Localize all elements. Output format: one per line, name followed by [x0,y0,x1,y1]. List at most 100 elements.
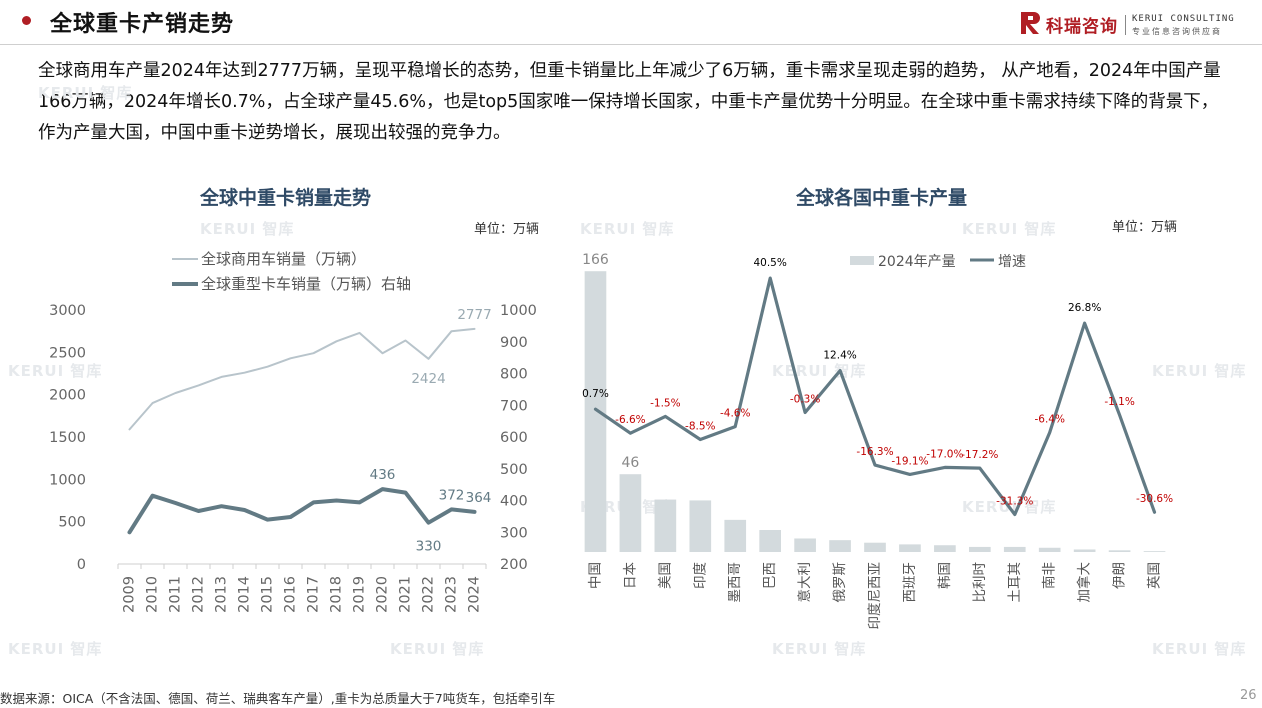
category-label: 南非 [1042,562,1058,589]
left-y-tick-label: 1000 [49,472,86,488]
category-label: 意大利 [796,562,813,603]
logo-text-en: KERUI CONSULTING [1132,14,1235,24]
category-label: 墨西哥 [727,562,743,603]
right-y-tick-label: 1000 [500,303,537,319]
legend-label-1: 全球商用车销量（万辆） [201,250,366,268]
bar-production [968,546,991,552]
left-y-tick-label: 500 [58,515,86,531]
data-label: 372 [439,487,465,503]
bar-production [1038,547,1061,552]
x-tick-label: 2016 [283,576,299,613]
bar-value-label: 166 [582,252,609,268]
chart1-unit: 单位：万辆 [474,222,540,237]
growth-value-label: -6.6% [615,414,645,426]
chart1-title: 全球中重卡销量走势 [200,187,372,209]
kerui-logo-icon [1021,12,1040,34]
intro-paragraph: 全球商用车产量2024年达到2777万辆，呈现平稳增长的态势，但重卡销量比上年减… [38,61,1221,143]
bar-production [619,474,642,552]
growth-line [593,276,1157,517]
global-truck-sales-line-chart: 全球商用车销量（万辆） 全球重型卡车销量（万辆）右轴 0 500 1000 1500 200… [49,250,537,613]
chart2-unit: 单位：万辆 [1112,220,1178,235]
page-title: 全球重卡产销走势 [50,12,235,37]
x-tick-label: 2013 [214,576,230,613]
category-label: 印度 [692,562,708,589]
right-y-tick-label: 300 [500,525,528,541]
x-tick-label: 2023 [444,576,460,613]
series-line-2 [127,487,477,535]
x-tick-label: 2017 [306,576,322,613]
bar-production [1073,549,1096,552]
legend-label-2: 全球重型卡车销量（万辆）右轴 [201,275,411,293]
growth-value-label: -17.0% [926,448,963,460]
watermark: KERUI 智库 [580,220,675,238]
category-label: 土耳其 [1007,562,1023,603]
left-y-tick-label: 0 [77,557,86,573]
watermark: KERUI 智库 [200,220,295,238]
category-label: 印度尼西亚 [867,562,883,630]
bar-production [1003,546,1026,552]
x-tick-label: 2014 [237,576,253,613]
category-label: 西班牙 [902,562,918,603]
growth-value-label: 26.8% [1068,302,1101,314]
growth-value-label: -8.5% [685,420,715,432]
watermark: KERUI 智库 [772,640,867,658]
bar-production [899,544,921,552]
country-truck-production-combo-chart: 2024年产量 增速 166 46 0.7% -6.6% -1.5% -8.5% -4.6% 40… [582,252,1173,630]
watermark: KERUI 智库 [8,362,103,380]
watermark: KERUI 智库 [1152,640,1247,658]
growth-value-label: -31.3% [996,496,1033,508]
data-label: 2777 [457,307,491,323]
bar-production [864,542,886,552]
bar-production [794,538,816,552]
watermark: KERUI 智库 [1152,362,1247,380]
x-tick-label: 2021 [398,576,414,613]
bar-production [584,271,607,552]
bar-production [689,500,712,552]
growth-value-label: -17.2% [961,449,998,461]
left-y-tick-label: 2000 [49,388,86,404]
left-y-tick-label: 1500 [49,430,86,446]
x-tick-label: 2010 [145,576,161,613]
growth-value-label: -19.1% [891,455,928,467]
category-label: 英国 [1146,562,1163,589]
data-label: 2424 [411,371,445,387]
right-y-tick-label: 900 [500,335,528,351]
watermark: KERUI 智库 [962,220,1057,238]
data-label: 364 [466,490,492,506]
growth-value-label: -6.4% [1034,414,1064,426]
bar-production [934,545,956,552]
growth-value-label: -4.6% [720,408,750,420]
category-label: 俄罗斯 [832,562,848,603]
logo-divider [1125,15,1126,35]
bar-production [1143,551,1166,552]
data-source-note: 数据来源：OICA（不含法国、德国、荷兰、瑞典客车产量）,重卡为总质量大于7吨货… [0,691,556,706]
logo-tagline: 专业信息咨询供应商 [1132,27,1222,36]
x-tick-label: 2018 [329,576,345,613]
bar-production [759,530,782,552]
data-label: 436 [370,467,396,483]
watermark: KERUI 智库 [8,640,103,658]
header-divider [0,44,1262,45]
right-y-tick-label: 400 [500,494,528,510]
right-y-tick-label: 500 [500,462,528,478]
x-tick-label: 2012 [191,576,207,613]
watermark: KERUI 智库 [390,640,485,658]
title-bullet [22,16,31,25]
category-label: 比利时 [972,562,988,603]
watermark: KERUI 智库 [38,84,133,102]
category-label: 伊朗 [1112,562,1128,589]
right-y-tick-label: 600 [500,430,528,446]
growth-value-label: -1.1% [1104,396,1134,408]
category-label: 日本 [622,562,638,590]
growth-value-label: 0.7% [582,388,609,400]
page-number: 26 [1240,688,1257,703]
growth-value-label: -16.3% [856,446,893,458]
category-label: 中国 [587,562,603,589]
left-y-tick-label: 2500 [49,345,86,361]
growth-value-label: -30.6% [1136,493,1173,505]
x-tick-label: 2019 [352,576,368,613]
growth-value-label: -0.3% [790,393,820,405]
bar-value-label: 46 [621,455,639,471]
right-y-tick-label: 800 [500,367,528,383]
data-label: 330 [416,539,442,555]
